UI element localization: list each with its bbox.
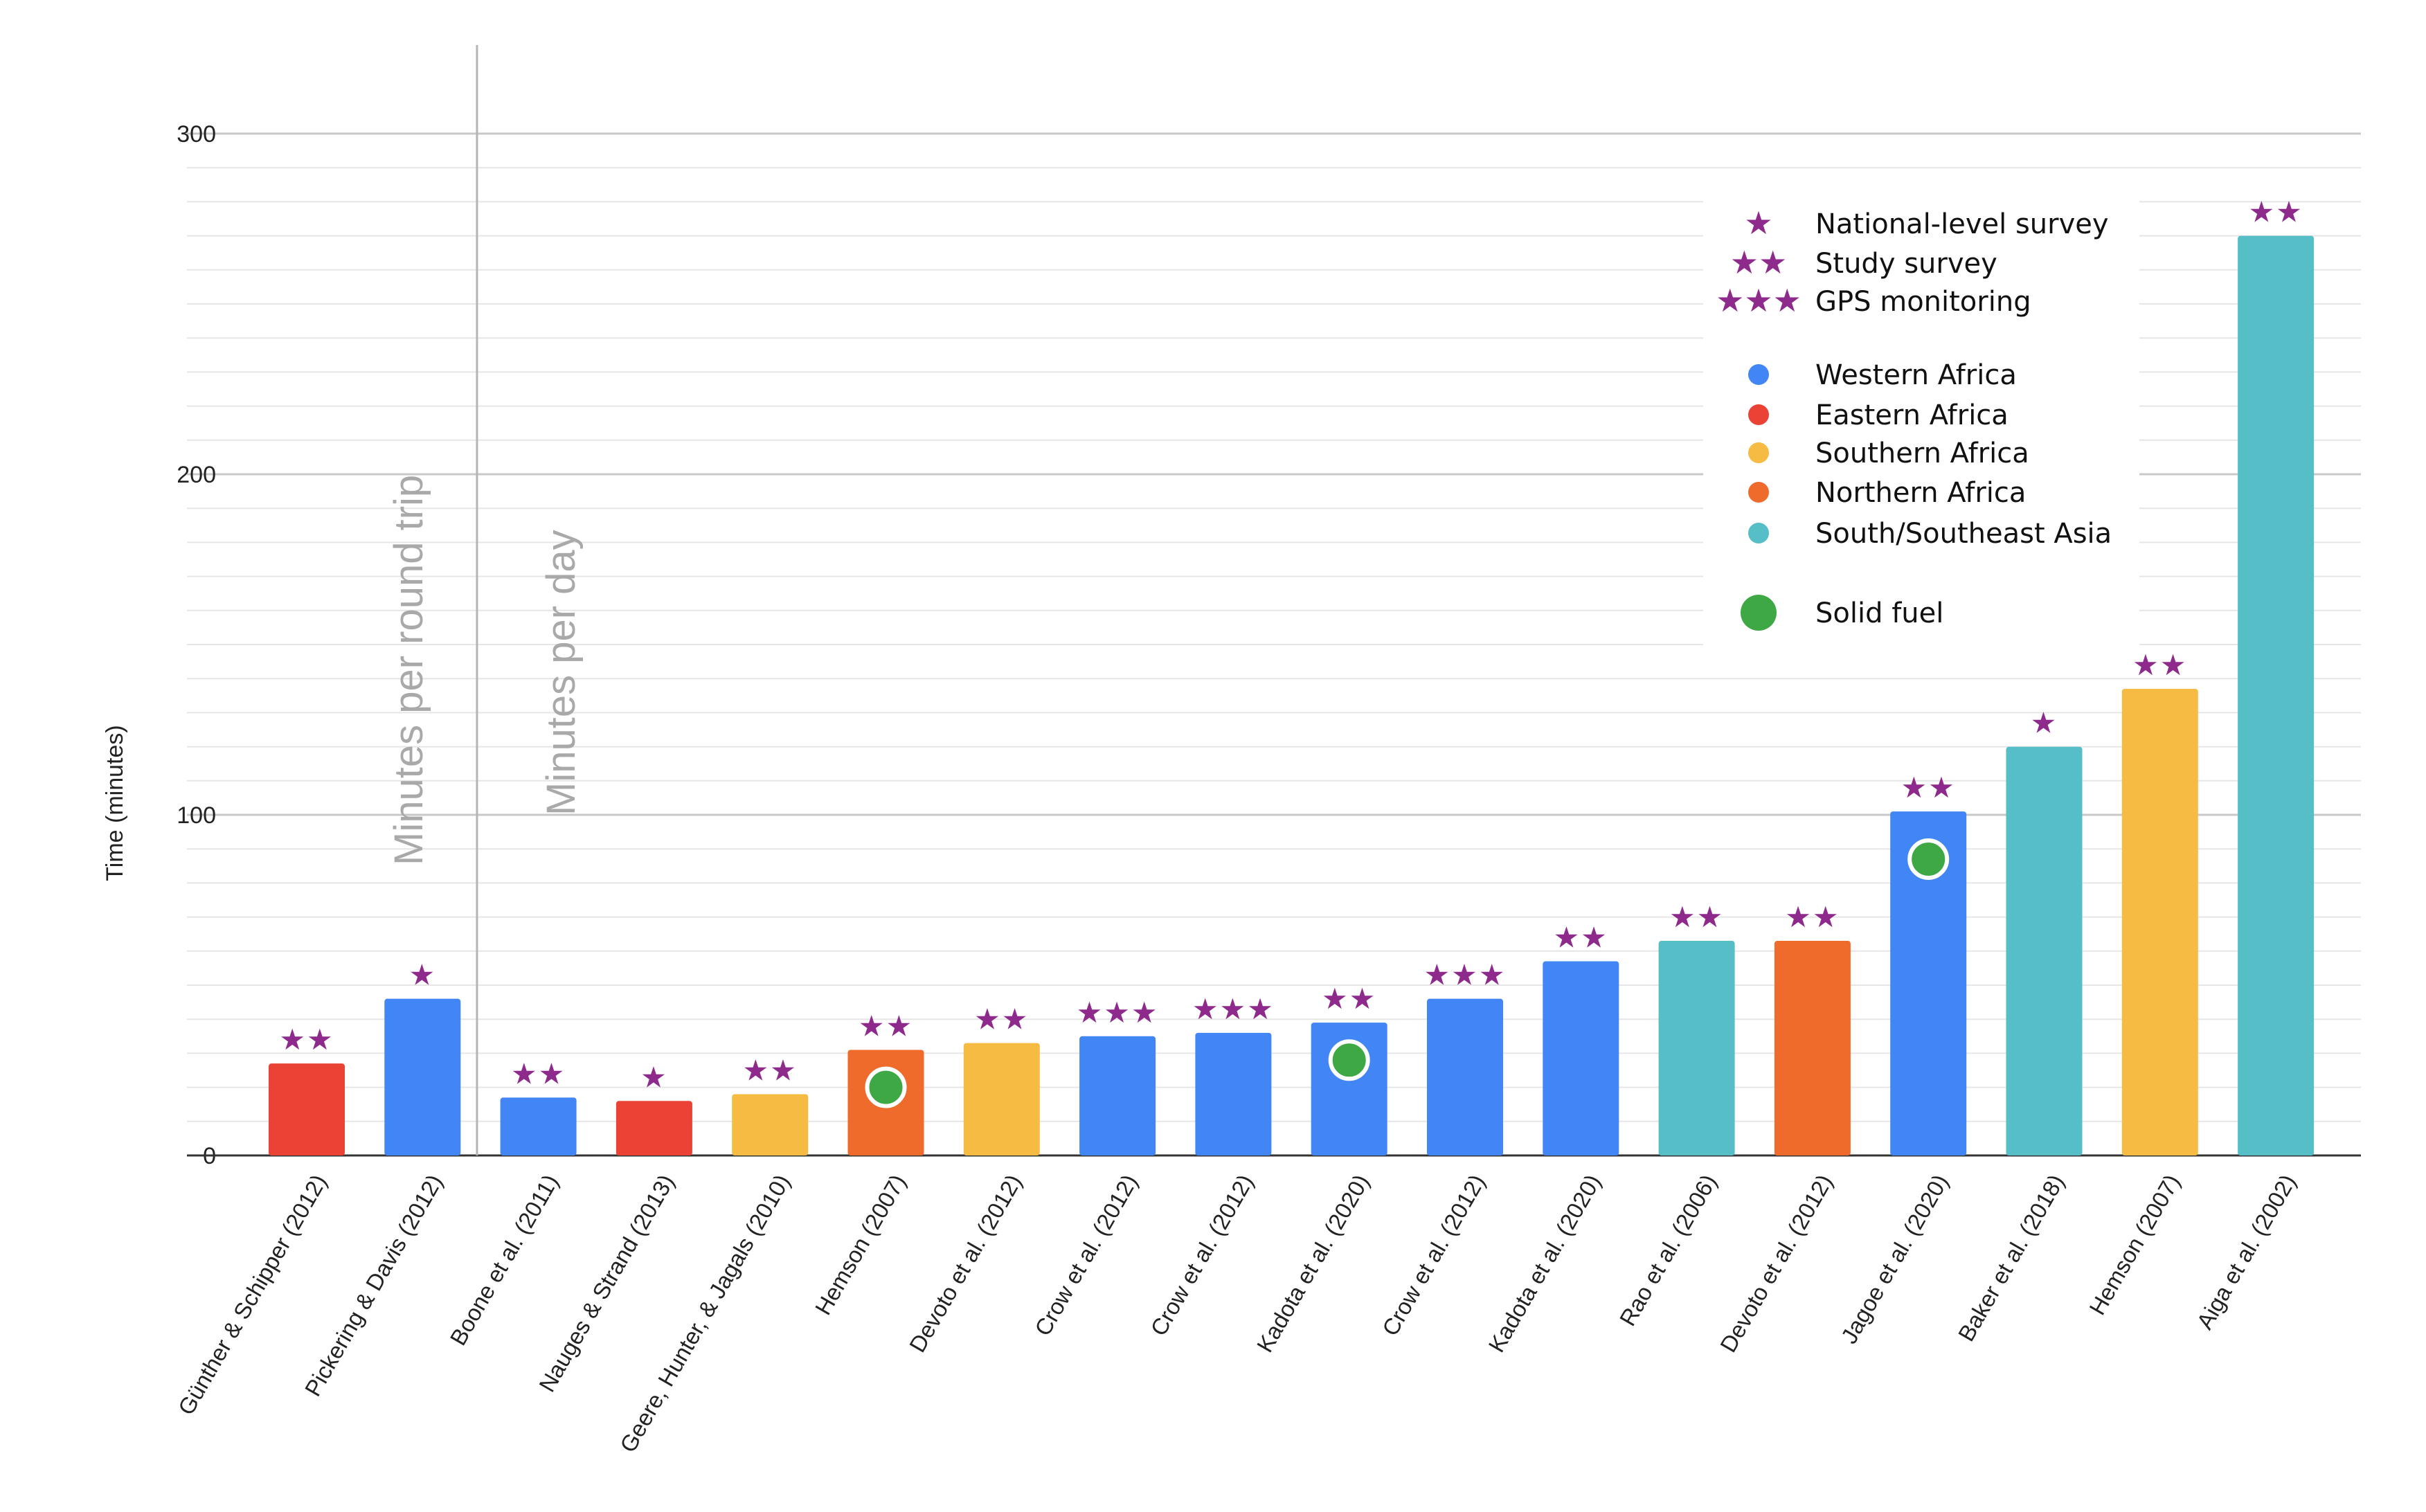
legend-region-swatch (1748, 523, 1769, 543)
legend-region-swatch (1748, 364, 1769, 385)
legend-region-label: Southern Africa (1815, 438, 2029, 469)
bar (1195, 1032, 1272, 1155)
method-stars: ★ (640, 1061, 668, 1093)
bar (2121, 688, 2198, 1155)
method-stars: ★★ (1669, 901, 1724, 933)
bar (2006, 746, 2083, 1155)
x-tick-label: Devoto et al. (2012) (1715, 1170, 1838, 1357)
section-markers: Minutes per round trip Minutes per day (386, 45, 584, 1155)
legend-region-swatch (1748, 404, 1769, 425)
legend-method-symbol: ★ (1744, 205, 1772, 241)
x-tick-label: Nauges & Strand (2013) (534, 1170, 679, 1396)
solid-fuel-marker (1907, 838, 1950, 880)
legend-solid-fuel-swatch (1741, 595, 1777, 631)
bar (1079, 1036, 1156, 1155)
method-stars: ★★ (2248, 196, 2303, 228)
method-stars: ★★ (974, 1003, 1029, 1036)
x-tick-label: Crow et al. (2012) (1145, 1170, 1258, 1340)
bar (384, 998, 461, 1155)
bar (1543, 961, 1619, 1155)
bar (1774, 941, 1851, 1155)
x-tick-label: Crow et al. (2012) (1377, 1170, 1490, 1340)
method-stars: ★★ (1785, 901, 1840, 933)
bar (1427, 998, 1503, 1155)
method-stars: ★★ (1901, 771, 1956, 804)
x-tick-label: Devoto et al. (2012) (904, 1170, 1027, 1357)
bar (963, 1043, 1040, 1155)
legend-method-label: GPS monitoring (1815, 286, 2031, 318)
method-stars: ★★★ (1077, 996, 1159, 1029)
x-tick-label: Baker et al. (2018) (1953, 1170, 2069, 1346)
x-tick-label: Jagoe et al. (2020) (1836, 1170, 1954, 1348)
x-tick-label: Pickering & Davis (2012) (300, 1170, 448, 1401)
method-stars: ★★ (1554, 921, 1608, 954)
legend-method-label: Study survey (1815, 248, 1997, 280)
legend-background (1703, 187, 2139, 658)
y-tick-label: 200 (177, 462, 216, 488)
section-label-per-day: Minutes per day (539, 530, 584, 816)
legend-region-label: Eastern Africa (1815, 399, 2009, 431)
bar (732, 1094, 809, 1155)
legend-method-label: National-level survey (1815, 208, 2109, 240)
bar (500, 1097, 577, 1155)
bar (2238, 235, 2315, 1156)
y-tick-label: 300 (177, 121, 216, 147)
x-tick-label: Hemson (2007) (810, 1170, 911, 1319)
legend-method-symbol: ★★ (1730, 244, 1787, 280)
legend-solid-fuel-label: Solid fuel (1815, 597, 1943, 629)
legend-method-symbol: ★★★ (1716, 282, 1801, 318)
legend-region-swatch (1748, 482, 1769, 503)
method-stars: ★★★ (1192, 993, 1275, 1025)
x-tick-label: Hemson (2007) (2084, 1170, 2185, 1319)
x-tick-label: Kadota et al. (2020) (1483, 1170, 1606, 1357)
bar (1658, 941, 1735, 1155)
bar (616, 1101, 692, 1155)
section-label-round-trip: Minutes per round trip (386, 475, 431, 865)
x-tick-label: Kadota et al. (2020) (1252, 1170, 1374, 1357)
legend: ★ National-level survey ★★ Study survey ★★★ G… (1703, 187, 2139, 658)
method-stars: ★ (2031, 707, 2058, 739)
x-tick-label: Boone et al. (2011) (444, 1170, 563, 1349)
legend-region-label: Northern Africa (1815, 477, 2026, 509)
x-tick-label: Crow et al. (2012) (1030, 1170, 1142, 1340)
method-stars: ★★ (511, 1057, 566, 1090)
method-stars: ★ (408, 959, 436, 991)
legend-region-swatch (1748, 442, 1769, 463)
method-stars: ★★ (1322, 982, 1376, 1015)
x-tick-label: Aiga et al. (2002) (2191, 1170, 2301, 1333)
solid-fuel-marker (1328, 1039, 1370, 1081)
solid-fuel-marker (865, 1066, 907, 1108)
method-stars: ★★ (859, 1009, 913, 1042)
method-stars: ★★ (279, 1023, 334, 1056)
legend-region-label: South/Southeast Asia (1815, 518, 2112, 550)
method-stars: ★★★ (1424, 959, 1507, 991)
x-tick-label: Rao et al. (2006) (1615, 1170, 1722, 1330)
method-stars: ★★ (743, 1054, 798, 1086)
method-stars: ★★ (2132, 649, 2187, 681)
bar (1890, 811, 1967, 1155)
legend-region-label: Western Africa (1815, 359, 2017, 391)
y-tick-label: 100 (177, 802, 216, 829)
y-axis-title: Time (minutes) (102, 725, 128, 881)
bar (269, 1063, 345, 1155)
